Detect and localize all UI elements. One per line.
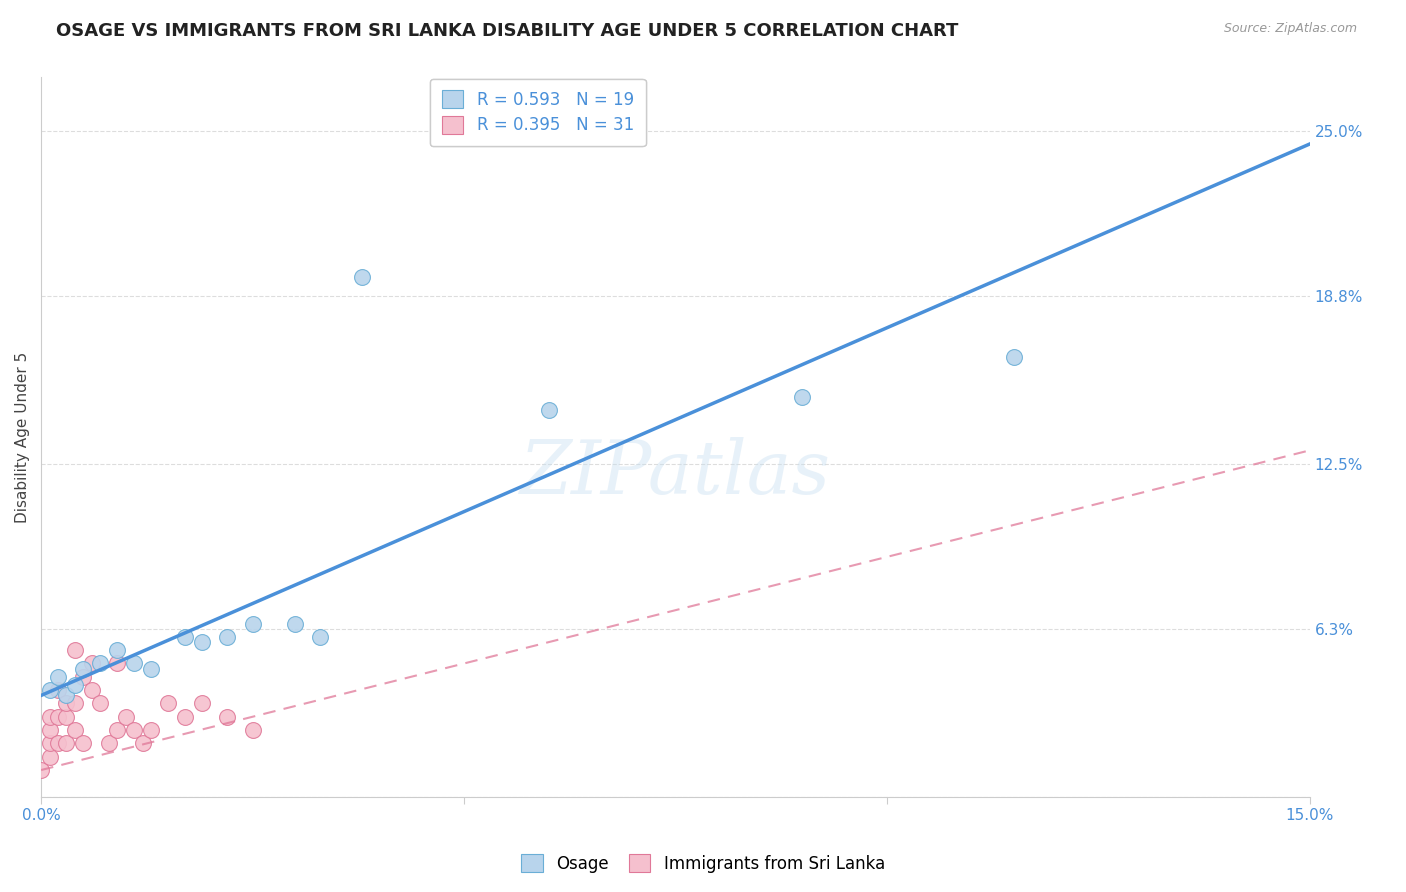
Point [55,736,77,750]
Point [242,616,264,631]
Point [156,697,179,711]
Point [63,678,86,692]
Point [46,670,69,684]
Point [1002,350,1025,364]
Point [191,635,214,649]
Point [352,270,374,285]
Point [191,697,214,711]
Point [173,710,195,724]
Point [46,683,69,698]
Point [122,657,145,671]
Point [105,657,128,671]
Point [46,736,69,750]
Point [72,662,94,676]
Point [139,723,162,737]
Point [55,697,77,711]
Point [46,710,69,724]
Point [105,723,128,737]
Point [55,689,77,703]
Point [38,683,60,698]
Point [38,710,60,724]
Point [217,630,239,644]
Point [242,723,264,737]
Point [72,736,94,750]
Point [97,736,120,750]
Point [284,616,307,631]
Point [114,710,136,724]
Point [72,670,94,684]
Point [89,657,111,671]
Point [217,710,239,724]
Point [63,643,86,657]
Point [30,763,52,777]
Point [38,736,60,750]
Point [173,630,195,644]
Point [80,683,103,698]
Point [38,723,60,737]
Point [792,390,814,404]
Point [55,710,77,724]
Legend: Osage, Immigrants from Sri Lanka: Osage, Immigrants from Sri Lanka [515,847,891,880]
Point [105,643,128,657]
Point [63,723,86,737]
Point [38,749,60,764]
Y-axis label: Disability Age Under 5: Disability Age Under 5 [15,351,30,523]
Point [139,662,162,676]
Point [122,723,145,737]
Legend: R = 0.593   N = 19, R = 0.395   N = 31: R = 0.593 N = 19, R = 0.395 N = 31 [430,78,645,146]
Point [89,697,111,711]
Point [537,403,560,417]
Point [131,736,153,750]
Point [80,657,103,671]
Text: Source: ZipAtlas.com: Source: ZipAtlas.com [1223,22,1357,36]
Point [309,630,332,644]
Text: ZIPatlas: ZIPatlas [520,437,831,509]
Text: OSAGE VS IMMIGRANTS FROM SRI LANKA DISABILITY AGE UNDER 5 CORRELATION CHART: OSAGE VS IMMIGRANTS FROM SRI LANKA DISAB… [56,22,959,40]
Point [63,697,86,711]
